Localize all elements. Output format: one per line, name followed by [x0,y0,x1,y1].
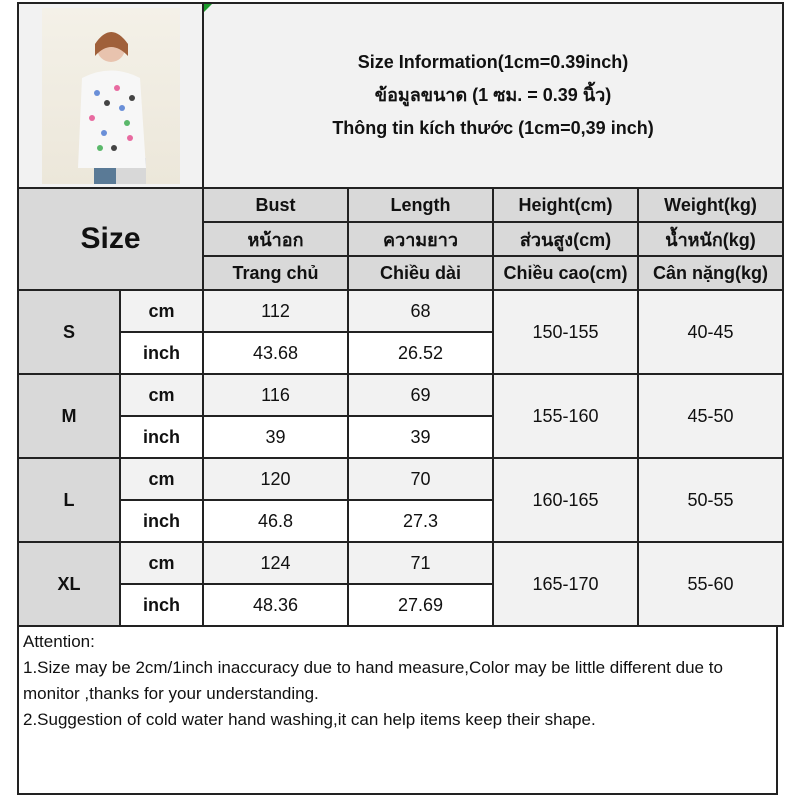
note-item: 1.Size may be 2cm/1inch inaccuracy due t… [23,658,723,703]
length-cm: 70 [347,457,494,501]
unit-cm: cm [119,373,204,417]
col-header-bust-th: หน้าอก [202,221,349,257]
col-header-length-th: ความยาว [347,221,494,257]
table-row: M cm 116 69 155-160 45-50 [17,373,785,459]
weight-range: 55-60 [636,541,785,627]
length-inch: 26.52 [347,331,494,375]
size-chart-table: Size Information(1cm=0.39inch) ข้อมูลขนา… [17,2,785,627]
height-range: 165-170 [492,541,639,627]
bust-cm: 120 [202,457,349,501]
cell-marker-icon [204,4,212,12]
unit-inch: inch [119,331,204,375]
note-item: 2.Suggestion of cold water hand washing,… [23,710,596,729]
table-row: inch 48.36 27.69 [18,583,783,627]
bust-inch: 46.8 [202,499,349,543]
bust-inch: 43.68 [202,331,349,375]
title-cell: Size Information(1cm=0.39inch) ข้อมูลขนา… [201,2,785,189]
weight-range: 40-45 [636,289,785,375]
unit-inch: inch [119,499,204,543]
col-header-length-vi: Chiều dài [347,255,494,291]
table-row: L cm 120 70 160-165 50-55 [17,457,785,543]
unit-inch: inch [119,415,204,459]
size-label: L [17,457,121,543]
bust-inch: 48.36 [202,583,349,627]
weight-range: 50-55 [636,457,785,543]
table-row: XL cm 124 71 165-170 55-60 [17,541,785,627]
col-header-weight-en: Weight(kg) [636,187,785,223]
col-header-weight-th: น้ำหนัก(kg) [636,221,785,257]
bust-cm: 124 [202,541,349,585]
col-header-bust-en: Bust [202,187,349,223]
title-vi: Thông tin kích thước (1cm=0,39 inch) [332,118,654,138]
size-label: XL [17,541,121,627]
table-row: inch 46.8 27.3 [18,499,783,543]
col-header-weight-vi: Cân nặng(kg) [636,255,785,291]
col-header-height-th: ส่วนสูง(cm) [492,221,639,257]
col-header-height-en: Height(cm) [492,187,639,223]
length-inch: 27.69 [347,583,494,627]
unit-inch: inch [119,583,204,627]
unit-cm: cm [119,541,204,585]
unit-cm: cm [119,457,204,501]
title-en: Size Information(1cm=0.39inch) [357,52,629,72]
length-cm: 71 [347,541,494,585]
unit-cm: cm [119,289,204,333]
col-header-bust-vi: Trang chủ [202,255,349,291]
size-header: Size [17,187,204,291]
bust-inch: 39 [202,415,349,459]
length-inch: 27.3 [347,499,494,543]
bust-cm: 116 [202,373,349,417]
notes-heading: Attention: [23,632,95,651]
table-row: inch 43.68 26.52 [18,331,783,375]
height-range: 160-165 [492,457,639,543]
title-th: ข้อมูลขนาด (1 ซม. = 0.39 นิ้ว) [374,85,612,105]
product-photo [41,7,180,184]
table-row: S cm 112 68 150-155 40-45 [17,289,785,375]
length-inch: 39 [347,415,494,459]
height-range: 155-160 [492,373,639,459]
length-cm: 69 [347,373,494,417]
col-header-height-vi: Chiều cao(cm) [492,255,639,291]
attention-notes: Attention: 1.Size may be 2cm/1inch inacc… [17,627,778,795]
bust-cm: 112 [202,289,349,333]
size-label: M [17,373,121,459]
col-header-length-en: Length [347,187,494,223]
weight-range: 45-50 [636,373,785,459]
product-photo-cell [17,2,204,189]
table-row: inch 39 39 [18,415,783,459]
height-range: 150-155 [492,289,639,375]
length-cm: 68 [347,289,494,333]
size-label: S [17,289,121,375]
